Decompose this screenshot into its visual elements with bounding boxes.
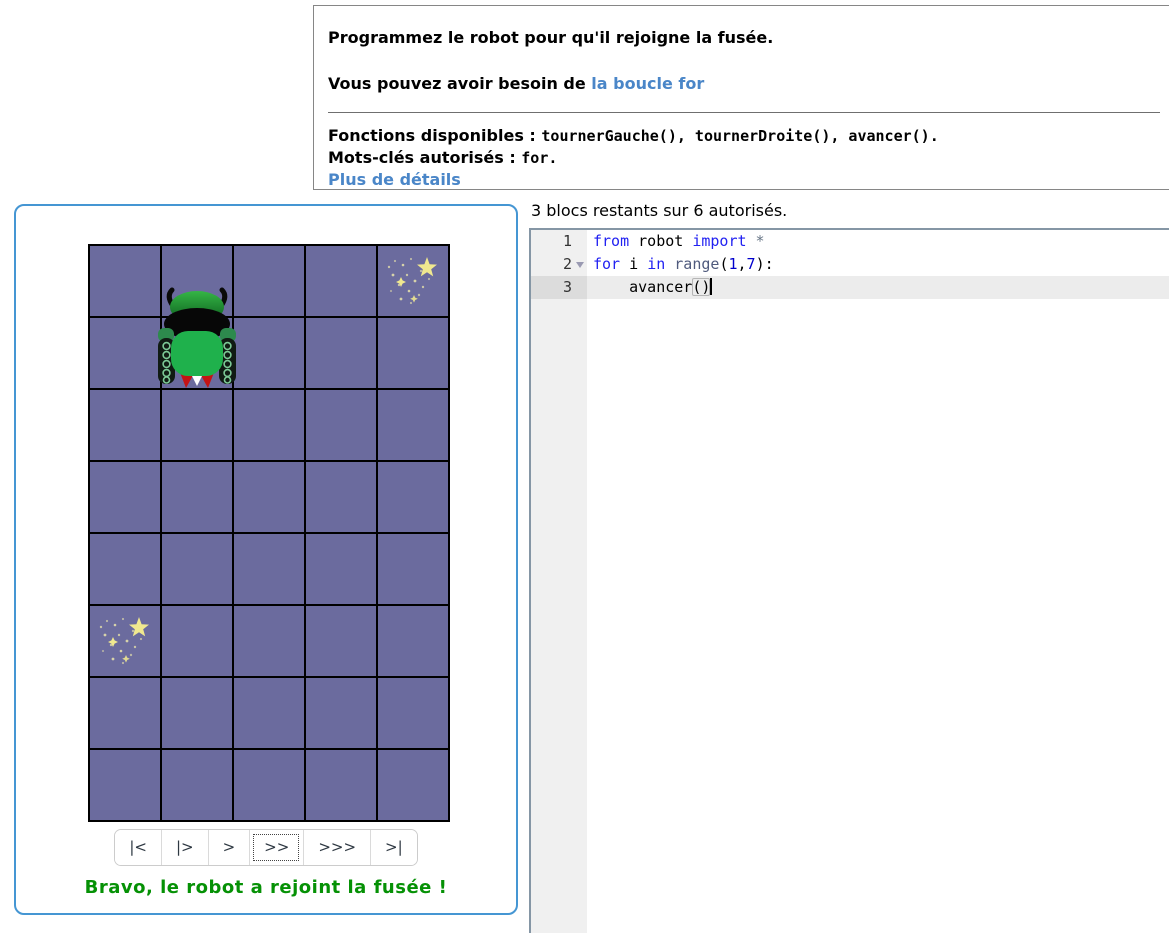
code-line-3-active[interactable]: avancer() [587, 276, 1169, 299]
grid-cell [234, 678, 304, 748]
keyword-in: in [647, 255, 666, 273]
number-7: 7 [746, 255, 756, 273]
grid-cell [90, 678, 160, 748]
go-to-end-button[interactable]: >| [370, 830, 417, 865]
code-line-1[interactable]: from robot import * [587, 230, 1169, 253]
available-functions-line: Fonctions disponibles : tournerGauche(),… [328, 125, 1160, 147]
grid-cell [162, 318, 232, 388]
playback-controls: |< |> > >> >>> >| [114, 829, 418, 866]
grid-cell [306, 318, 376, 388]
more-details-link[interactable]: Plus de détails [328, 170, 461, 189]
keyword-for: for [593, 255, 621, 273]
line-number: 1 [562, 232, 572, 250]
success-message: Bravo, le robot a rejoint la fusée ! [84, 877, 448, 898]
grid-cell [234, 390, 304, 460]
grid-cell [234, 246, 304, 316]
for-loop-help-link[interactable]: la boucle for [591, 74, 705, 93]
grid-cell [306, 606, 376, 676]
grid-cell [234, 462, 304, 532]
play-from-start-button[interactable]: |> [160, 830, 208, 865]
keywords-label: Mots-clés autorisés : [328, 148, 522, 167]
allowed-keywords-line: Mots-clés autorisés : for. [328, 147, 1160, 169]
grid-cell [162, 390, 232, 460]
grid-cell [90, 606, 160, 676]
grid-cell [90, 390, 160, 460]
grid-cell [306, 750, 376, 820]
code-editor[interactable]: 1 2 3 from robot import * for i in range… [529, 228, 1169, 933]
grid-cell [234, 318, 304, 388]
grid-cell [306, 246, 376, 316]
builtin-range: range [665, 255, 720, 273]
paren-open: ( [719, 255, 729, 273]
comma: , [737, 255, 747, 273]
grid-cell [378, 678, 448, 748]
step-button[interactable]: > [207, 830, 250, 865]
grid-cell [90, 534, 160, 604]
grid-cell [162, 246, 232, 316]
grid-cell [234, 534, 304, 604]
grid-cell [90, 462, 160, 532]
matched-brackets: () [692, 278, 711, 296]
grid-cell [378, 462, 448, 532]
number-1: 1 [728, 255, 738, 273]
details-line: Plus de détails [328, 169, 1160, 191]
operator-star: * [746, 232, 765, 250]
grid-cell [378, 606, 448, 676]
grid-cell [306, 534, 376, 604]
functions-label: Fonctions disponibles : [328, 126, 542, 145]
task-panel: |< |> > >> >>> >| Bravo, le robot a rejo… [14, 204, 518, 915]
line-number-active: 3 [531, 276, 587, 299]
grid-cell [162, 462, 232, 532]
grid-cell [234, 750, 304, 820]
grid-cell [234, 606, 304, 676]
grid-cell [90, 246, 160, 316]
editor-gutter: 1 2 3 [531, 230, 587, 933]
grid-cell [378, 750, 448, 820]
grid-wrap [88, 244, 450, 822]
grid-cell [306, 390, 376, 460]
grid [88, 244, 450, 822]
grid-cell [90, 750, 160, 820]
call-avancer: avancer [593, 278, 693, 296]
functions-list: tournerGauche(), tournerDroite(), avance… [541, 127, 939, 145]
text-cursor [710, 278, 713, 295]
fast-forward-button[interactable]: >>> [303, 830, 371, 865]
instructions-panel: Programmez le robot pour qu'il rejoigne … [313, 5, 1169, 190]
identifier-i: i [620, 255, 648, 273]
hint-line: Vous pouvez avoir besoin de la boucle fo… [328, 74, 1160, 93]
grid-cell [162, 678, 232, 748]
hint-prefix: Vous pouvez avoir besoin de [328, 74, 592, 93]
grid-cell [378, 534, 448, 604]
keywords-list: for. [521, 149, 558, 167]
code-line-2[interactable]: for i in range(1,7): [587, 253, 1169, 276]
go-to-start-button[interactable]: |< [115, 830, 161, 865]
blocks-remaining-status: 3 blocs restants sur 6 autorisés. [531, 201, 788, 220]
grid-cell [306, 678, 376, 748]
code-area[interactable]: from robot import * for i in range(1,7):… [587, 230, 1169, 299]
grid-cell [378, 246, 448, 316]
keyword-from: from [593, 232, 630, 250]
grid-cell [162, 750, 232, 820]
grid-cell [306, 462, 376, 532]
keyword-import: import [692, 232, 747, 250]
grid-cell [378, 390, 448, 460]
task-statement: Programmez le robot pour qu'il rejoigne … [328, 28, 774, 47]
identifier-robot: robot [629, 232, 693, 250]
divider [328, 112, 1160, 113]
line-number-foldable[interactable]: 2 [531, 253, 587, 276]
grid-cell [162, 534, 232, 604]
paren-close-colon: ): [755, 255, 774, 273]
play-button[interactable]: >> [249, 830, 304, 865]
grid-cell [162, 606, 232, 676]
grid-cell [90, 318, 160, 388]
fold-marker-icon[interactable] [576, 262, 584, 268]
grid-cell [378, 318, 448, 388]
